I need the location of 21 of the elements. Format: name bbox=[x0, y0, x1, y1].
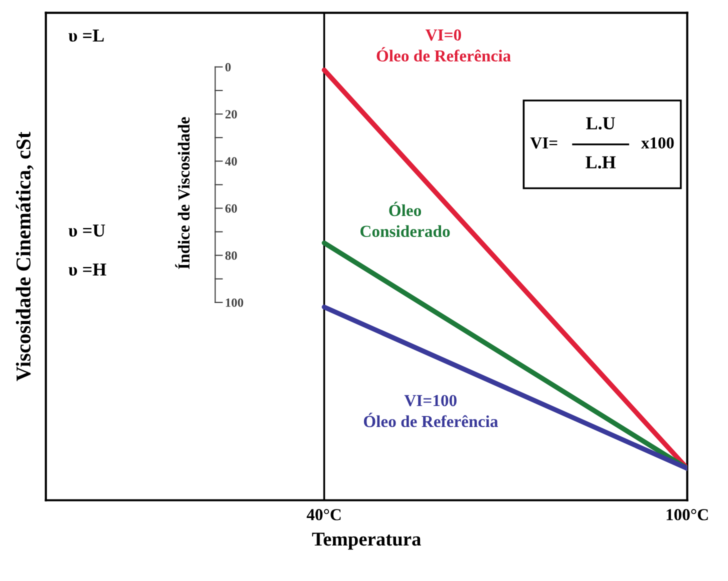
y2-tick-label: 100 bbox=[226, 298, 244, 307]
annotation: L.U bbox=[586, 117, 615, 130]
y2-tick-label: 40 bbox=[225, 157, 237, 166]
annotation: VI= bbox=[530, 137, 558, 149]
annotation: x100 bbox=[641, 137, 674, 149]
x-tick-label: 40°C bbox=[306, 509, 341, 520]
y2-tick-label: 0 bbox=[225, 62, 231, 72]
text: υ =L bbox=[68, 30, 104, 42]
text: VI=0 Óleo de Referência bbox=[376, 29, 511, 62]
series-label: VI=100 Óleo de Referência bbox=[364, 394, 498, 428]
y-axis-title: Viscosidade Cinemática, cSt bbox=[16, 132, 34, 382]
x-axis-title: Temperatura bbox=[312, 532, 421, 550]
series-label: Óleo Considerado bbox=[360, 202, 450, 238]
annotation: υ =H bbox=[68, 264, 106, 276]
y2-axis-title: Índice de Viscosidade bbox=[175, 117, 190, 269]
y2-tick-label: 60 bbox=[225, 204, 237, 213]
x-tick-label: 100°C bbox=[666, 509, 708, 520]
annotation: υ =U bbox=[68, 224, 106, 237]
annotation: L.H bbox=[586, 156, 616, 168]
y2-tick-label: 20 bbox=[225, 110, 237, 118]
y2-tick-label: 80 bbox=[225, 251, 237, 260]
